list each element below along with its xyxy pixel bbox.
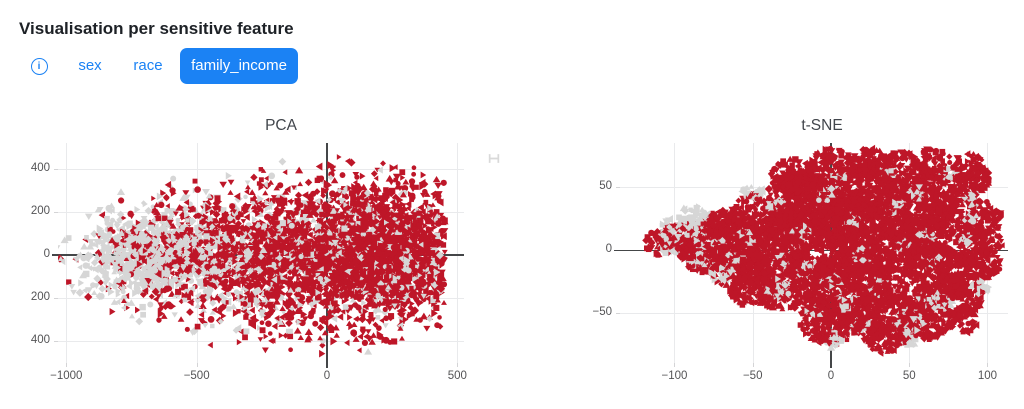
modebar-icon[interactable] bbox=[486, 152, 502, 165]
x-tick-mark bbox=[752, 363, 754, 367]
pca-scatter-canvas bbox=[58, 143, 464, 363]
tab-sex[interactable]: sex bbox=[78, 57, 102, 74]
x-tick-mark bbox=[196, 363, 198, 367]
x-tick-label: 100 bbox=[977, 370, 998, 382]
x-tick-mark bbox=[987, 363, 989, 367]
y-tick-mark bbox=[54, 168, 58, 170]
y-tick-label: 400 bbox=[30, 161, 50, 174]
axis-range-icon bbox=[488, 154, 500, 163]
y-tick-label: 50 bbox=[599, 179, 612, 192]
tab-race[interactable]: race bbox=[133, 57, 163, 74]
info-icon: i bbox=[30, 57, 48, 75]
pca-plot-area[interactable]: −1000 −500 0 500 400 200 0 200 400 bbox=[31, 143, 467, 382]
x-tick-label: −1000 bbox=[50, 370, 83, 382]
x-tick-label: 0 bbox=[827, 370, 835, 382]
pca-chart-title: PCA bbox=[265, 117, 297, 134]
x-tick-label: −50 bbox=[742, 370, 763, 382]
y-tick-label: 0 bbox=[43, 247, 50, 260]
x-tick-label: 500 bbox=[447, 370, 467, 382]
y-tick-mark bbox=[54, 341, 58, 342]
tab-family-income[interactable]: family_income bbox=[180, 48, 298, 84]
tsne-chart-title: t-SNE bbox=[801, 117, 843, 134]
y-tick-label: −50 bbox=[592, 306, 612, 319]
page-title: Visualisation per sensitive feature bbox=[19, 19, 294, 39]
x-tick-label: 0 bbox=[323, 370, 331, 382]
x-tick-mark bbox=[457, 363, 459, 367]
y-tick-label: 0 bbox=[605, 243, 612, 256]
info-tab[interactable]: i bbox=[29, 56, 49, 76]
x-tick-mark bbox=[909, 363, 911, 367]
y-tick-mark bbox=[54, 211, 58, 213]
y-tick-label: 200 bbox=[30, 291, 50, 303]
y-tick-mark bbox=[616, 186, 620, 188]
x-tick-mark bbox=[674, 363, 676, 367]
x-tick-mark bbox=[66, 363, 68, 367]
y-tick-mark bbox=[616, 313, 620, 315]
x-tick-label: −500 bbox=[183, 370, 210, 382]
y-tick-label: 400 bbox=[30, 334, 50, 346]
tsne-scatter-canvas bbox=[620, 143, 1008, 363]
y-tick-mark bbox=[54, 298, 58, 299]
tsne-plot-area[interactable]: −100 −50 0 50 100 50 0 −50 bbox=[592, 143, 1008, 382]
x-tick-label: 50 bbox=[902, 370, 916, 382]
x-tick-label: −100 bbox=[661, 370, 688, 382]
y-tick-label: 200 bbox=[30, 204, 50, 217]
